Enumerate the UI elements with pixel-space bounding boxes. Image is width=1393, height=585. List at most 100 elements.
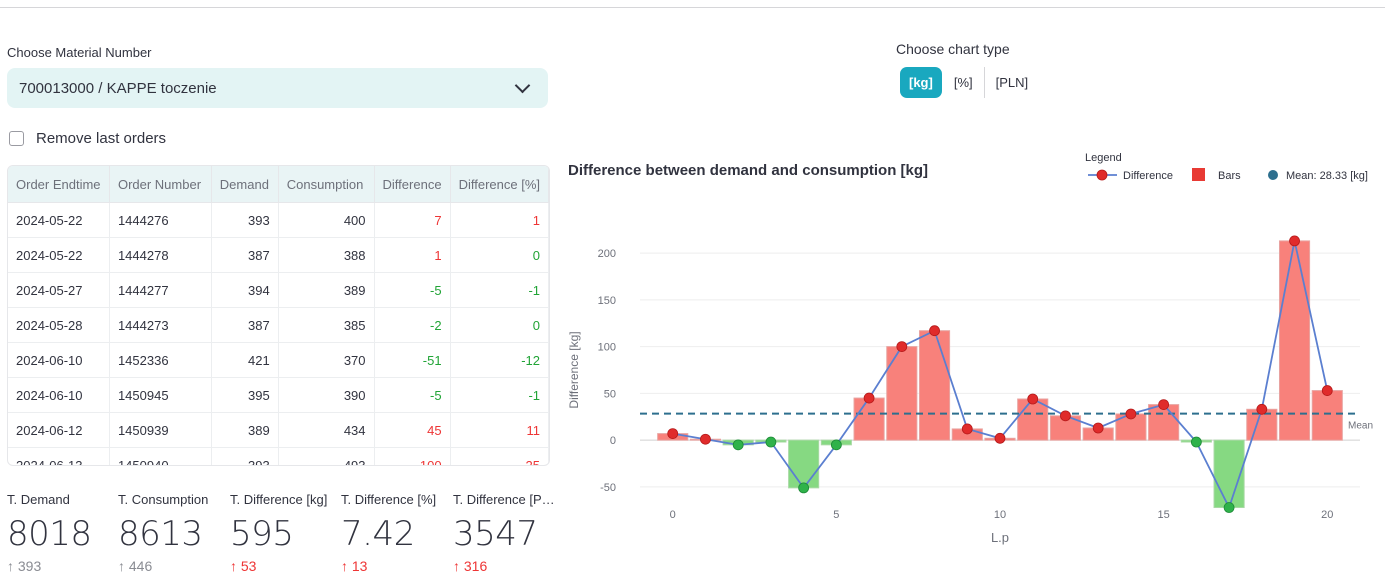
table-row[interactable]: 2024-05-28 1444273 387 385 -2 0 <box>8 307 549 343</box>
cell-difference-pct: 25 <box>450 447 549 465</box>
cell-endtime: 2024-05-28 <box>8 307 110 343</box>
cell-demand: 421 <box>211 342 279 378</box>
col-difference-pct[interactable]: Difference [%] <box>450 166 549 203</box>
col-order-number[interactable]: Order Number <box>109 166 212 203</box>
orders-table[interactable]: Order Endtime Order Number Demand Consum… <box>7 165 550 466</box>
metric-label: T. Difference [PLN] <box>453 492 561 507</box>
table-row[interactable]: 2024-06-10 1450945 395 390 -5 -1 <box>8 377 549 413</box>
cell-difference: 45 <box>374 412 451 448</box>
difference-point <box>1223 502 1235 513</box>
table-row[interactable]: 2024-05-22 1444278 387 388 1 0 <box>8 237 549 273</box>
chart-type-label: Choose chart type <box>896 41 1010 57</box>
col-order-endtime[interactable]: Order Endtime <box>8 166 110 203</box>
remove-last-orders-label: Remove last orders <box>36 130 167 147</box>
chart-type-pct[interactable]: [%] <box>953 75 973 90</box>
y-axis-label: Difference [kg] <box>567 331 581 408</box>
legend-bar-swatch <box>1192 168 1205 181</box>
difference-point <box>1027 393 1039 405</box>
table-row[interactable]: 2024-06-10 1452336 421 370 -51 -12 <box>8 342 549 378</box>
difference-point <box>732 439 744 451</box>
cell-endtime: 2024-06-12 <box>8 412 110 448</box>
cell-difference-pct: 0 <box>450 237 549 273</box>
cell-difference: -5 <box>374 377 451 413</box>
cell-order-number: 1450939 <box>109 412 212 448</box>
cell-consumption: 389 <box>278 272 375 308</box>
material-select-value: 700013000 / KAPPE toczenie <box>19 79 217 97</box>
arrow-up-icon: ↑ <box>341 558 348 574</box>
cell-demand: 393 <box>211 447 279 465</box>
difference-point <box>830 439 842 451</box>
cell-order-number: 1444278 <box>109 237 212 273</box>
difference-point <box>1256 403 1268 415</box>
checkbox-box[interactable] <box>9 131 24 146</box>
difference-point <box>961 423 973 435</box>
metric-delta-value: 53 <box>240 558 257 574</box>
x-tick-label: 10 <box>994 509 1006 521</box>
chart-type-pln[interactable]: [PLN] <box>995 75 1029 90</box>
chart-type-kg[interactable]: [kg] <box>900 67 942 98</box>
difference-point <box>1190 436 1202 448</box>
cell-order-number: 1450945 <box>109 377 212 413</box>
metric-label: T. Demand <box>7 492 70 507</box>
chart-bar <box>886 346 918 441</box>
remove-last-orders-checkbox[interactable]: Remove last orders <box>9 130 166 147</box>
cell-endtime: 2024-06-10 <box>8 377 110 413</box>
difference-point <box>929 325 940 337</box>
cell-difference: -2 <box>374 307 451 343</box>
legend-item-bars: Bars <box>1218 170 1241 182</box>
col-consumption[interactable]: Consumption <box>278 166 375 203</box>
cell-demand: 387 <box>211 307 279 343</box>
chart-bar <box>853 397 885 441</box>
col-difference[interactable]: Difference <box>374 166 451 203</box>
cell-demand: 387 <box>211 237 279 273</box>
metric-value: 595 <box>230 514 294 554</box>
cell-difference: -51 <box>374 342 451 378</box>
table-row[interactable]: 2024-06-12 1450939 389 434 45 11 <box>8 412 549 448</box>
cell-consumption: 388 <box>278 237 375 273</box>
cell-demand: 393 <box>211 202 279 238</box>
difference-point <box>667 428 679 440</box>
chart-type-toggle[interactable]: [kg] [%] [PLN] <box>900 67 1037 98</box>
table-header-row: Order Endtime Order Number Demand Consum… <box>8 166 549 203</box>
table-row[interactable]: 2024-05-27 1444277 394 389 -5 -1 <box>8 272 549 308</box>
cell-order-number: 1444273 <box>109 307 212 343</box>
x-tick-label: 15 <box>1158 509 1170 521</box>
chart-bar <box>918 330 951 441</box>
segment-divider <box>983 67 985 98</box>
metric-value: 3547 <box>453 514 538 554</box>
chevron-down-icon <box>514 77 531 94</box>
difference-chart[interactable]: -50 0 50 100 150 200 0 5 10 15 20 L.p Difference [kg… <box>560 145 1385 555</box>
y-tick-label: 200 <box>598 248 616 260</box>
x-tick-label: 5 <box>833 509 839 521</box>
cell-endtime: 2024-05-22 <box>8 237 110 273</box>
cell-consumption: 400 <box>278 202 375 238</box>
material-label: Choose Material Number <box>7 45 152 60</box>
cell-difference: -5 <box>374 272 451 308</box>
difference-point <box>1125 408 1137 420</box>
metric-card: T. Difference [%] 7.42 ↑ 13 <box>341 492 449 574</box>
cell-order-number: 1450940 <box>109 447 212 465</box>
metric-delta-value: 393 <box>17 558 42 574</box>
material-select[interactable]: 700013000 / KAPPE toczenie <box>7 68 548 108</box>
y-tick-label: 0 <box>610 435 616 447</box>
metric-card: T. Demand 8018 ↑ 393 <box>7 492 115 574</box>
arrow-up-icon: ↑ <box>7 558 14 574</box>
cell-difference-pct: 1 <box>450 202 549 238</box>
legend-item-difference: Difference <box>1123 170 1173 182</box>
table-row[interactable]: 2024-05-22 1444276 393 400 7 1 <box>8 202 549 238</box>
difference-point <box>1060 410 1071 422</box>
chart-bar <box>1278 240 1311 441</box>
col-demand[interactable]: Demand <box>211 166 279 203</box>
metric-delta: ↑ 316 <box>453 558 561 574</box>
metric-delta: ↑ 13 <box>341 558 449 574</box>
cell-difference-pct: -12 <box>450 342 549 378</box>
legend-title: Legend <box>1085 152 1122 164</box>
table-row[interactable]: 2024-06-13 1450940 393 493 100 25 <box>8 447 549 465</box>
legend-dot-swatch <box>1096 169 1108 181</box>
cell-difference-pct: 0 <box>450 307 549 343</box>
cell-difference: 1 <box>374 237 451 273</box>
cell-consumption: 385 <box>278 307 375 343</box>
arrow-up-icon: ↑ <box>453 558 460 574</box>
metric-card: T. Difference [PLN] 3547 ↑ 316 <box>453 492 561 574</box>
cell-demand: 395 <box>211 377 279 413</box>
